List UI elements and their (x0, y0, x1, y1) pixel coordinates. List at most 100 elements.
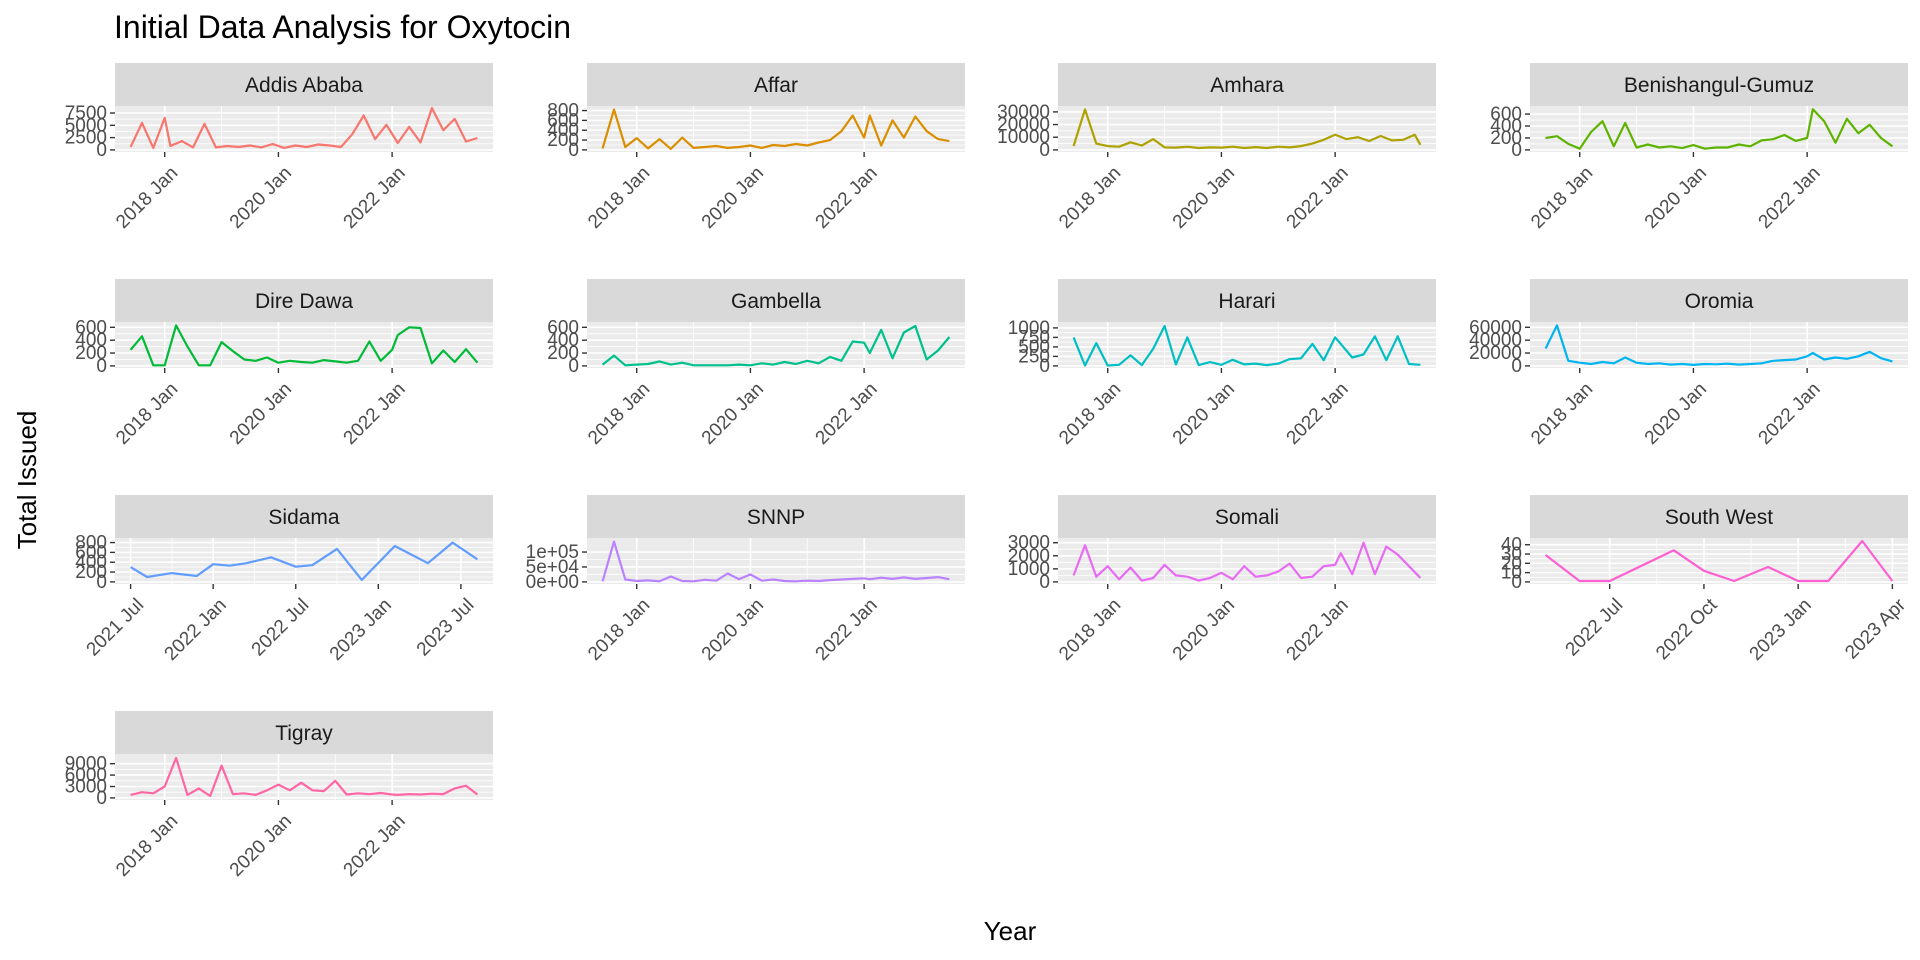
series-line-benishangul-gumuz (1545, 108, 1894, 150)
y-tick-label: 0 (1039, 572, 1050, 593)
y-tick-label: 10000 (997, 127, 1050, 148)
y-tick-label: 200 (547, 343, 579, 364)
y-tick-label: 0 (1511, 140, 1522, 161)
y-tick-label: 200 (1490, 128, 1522, 149)
strip-harari (1058, 279, 1436, 322)
x-tick-label: 2018 Jan (1527, 379, 1597, 449)
plot-background (1058, 106, 1436, 152)
y-tick-label: 400 (75, 330, 107, 351)
strip-label: Tigray (275, 722, 333, 745)
x-tick-label: 2022 Jan (812, 163, 882, 233)
strip-label: Oromia (1685, 290, 1754, 313)
strip-label: Dire Dawa (255, 290, 353, 313)
y-tick-label: 600 (75, 317, 107, 338)
strip-label: SNNP (747, 506, 805, 529)
series-line-addis-ababa (129, 106, 478, 149)
series-line-sidama (130, 541, 479, 582)
chart-title: Initial Data Analysis for Oxytocin (114, 9, 571, 45)
x-tick-label: 2020 Jan (1169, 379, 1239, 449)
y-tick-label: 600 (1490, 104, 1522, 125)
x-tick-label: 2018 Jan (584, 595, 654, 665)
y-tick-label: 500 (1018, 337, 1050, 358)
y-tick-label: 0 (96, 788, 107, 809)
y-tick-label: 9000 (65, 754, 107, 775)
series-line-affar (601, 108, 950, 150)
x-tick-label: 2018 Jan (112, 379, 182, 449)
x-tick-label: 2018 Jan (112, 163, 182, 233)
series-line-gambella (601, 324, 951, 367)
x-tick-label: 2022 Jan (1755, 163, 1825, 233)
y-tick-label: 20 (1501, 553, 1522, 574)
x-tick-label: 2020 Jan (1169, 163, 1239, 233)
x-tick-label: 2022 Jan (812, 595, 882, 665)
series-line-harari (1072, 324, 1421, 367)
y-tick-label: 600 (547, 317, 579, 338)
x-tick-label: 2018 Jan (1055, 163, 1125, 233)
strip-gambella (587, 279, 965, 322)
y-tick-label: 2000 (1008, 546, 1050, 567)
x-tick-label: 2023 Apr (1841, 594, 1910, 663)
x-tick-label: 2022 Jan (1283, 163, 1353, 233)
y-tick-label: 200 (75, 343, 107, 364)
y-tick-label: 0 (568, 356, 579, 377)
x-tick-label: 2022 Jan (340, 163, 410, 233)
x-tick-label: 2018 Jan (1527, 163, 1597, 233)
y-tick-label: 800 (547, 101, 579, 122)
y-tick-label: 3000 (65, 777, 107, 798)
x-tick-label: 2018 Jan (584, 163, 654, 233)
strip-snnp (587, 495, 965, 538)
x-tick-label: 2023 Jul (413, 595, 479, 661)
x-tick-label: 2018 Jan (1055, 379, 1125, 449)
x-tick-label: 2022 Jan (1283, 379, 1353, 449)
x-tick-label: 2018 Jan (1055, 595, 1125, 665)
y-tick-label: 1000 (1008, 559, 1050, 580)
series-line-snnp (601, 540, 950, 583)
series-line-dire-dawa (129, 324, 479, 367)
y-tick-label: 400 (75, 552, 107, 573)
plot-background (1058, 322, 1436, 368)
x-tick-label: 2022 Jan (340, 811, 410, 881)
strip-benishangul-gumuz (1530, 63, 1908, 106)
strip-label: Benishangul-Gumuz (1624, 74, 1814, 97)
x-tick-label: 2020 Jan (698, 163, 768, 233)
y-tick-label: 0 (568, 140, 579, 161)
x-tick-label: 2020 Jan (226, 811, 296, 881)
strip-dire-dawa (115, 279, 493, 322)
x-tick-label: 2020 Jan (226, 163, 296, 233)
strip-label: South West (1665, 506, 1773, 529)
x-tick-label: 2018 Jan (584, 379, 654, 449)
strip-tigray (115, 711, 493, 754)
strip-label: Somali (1215, 506, 1279, 529)
y-tick-label: 0 (1511, 572, 1522, 593)
series-line-oromia (1544, 324, 1893, 366)
strip-label: Amhara (1210, 74, 1284, 97)
y-tick-label: 10 (1501, 563, 1522, 584)
y-tick-label: 0 (96, 140, 107, 161)
y-tick-label: 0 (1039, 356, 1050, 377)
strip-somali (1058, 495, 1436, 538)
x-tick-label: 2020 Jan (1641, 163, 1711, 233)
y-tick-label: 20000 (997, 115, 1050, 136)
y-tick-label: 200 (75, 562, 107, 583)
x-tick-label: 2022 Jan (161, 595, 231, 665)
y-tick-label: 400 (1490, 116, 1522, 137)
series-line-somali (1072, 541, 1422, 582)
y-tick-label: 0 (96, 572, 107, 593)
strip-label: Sidama (268, 506, 340, 529)
x-tick-label: 2022 Jul (1562, 595, 1628, 661)
plot-background (1530, 322, 1908, 368)
strip-sidama (115, 495, 493, 538)
y-tick-label: 20000 (1469, 343, 1522, 364)
x-tick-label: 2021 Jul (83, 595, 149, 661)
